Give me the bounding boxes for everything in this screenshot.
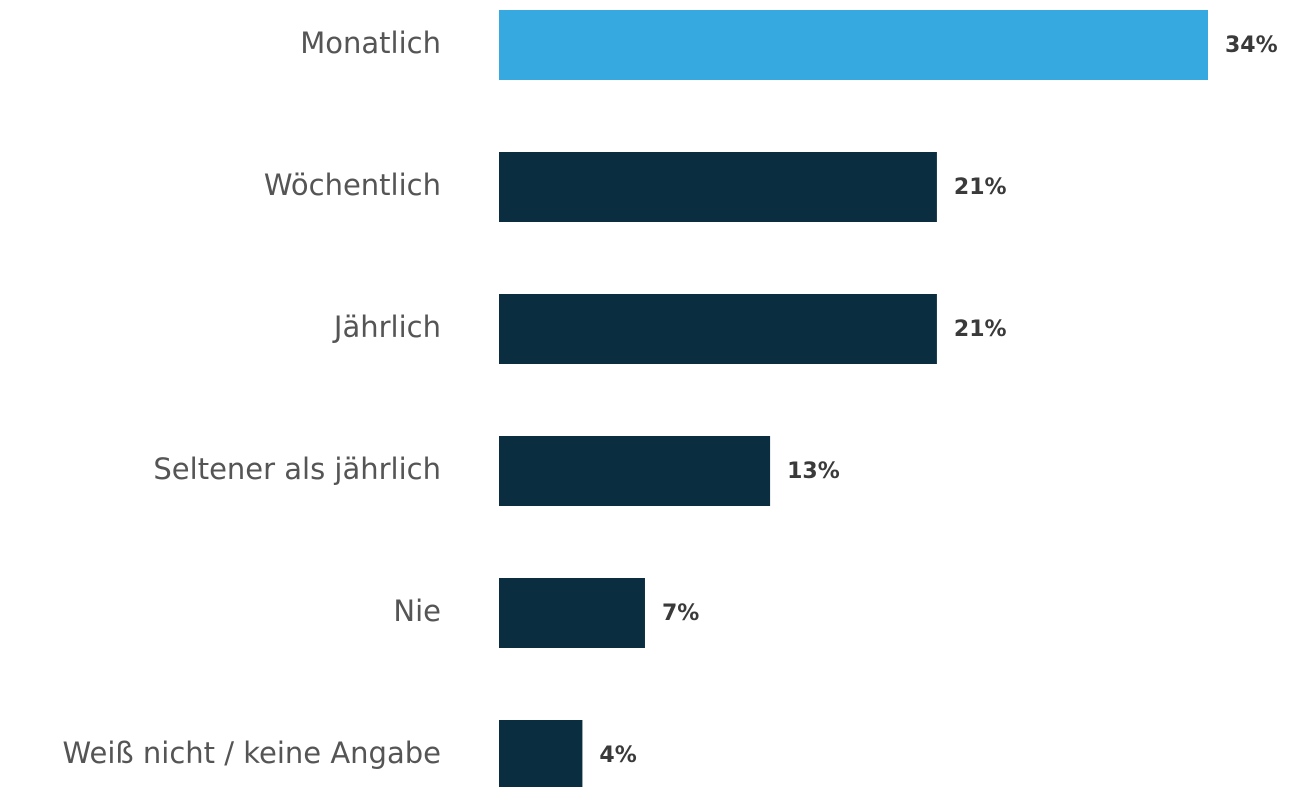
value-label: 13%	[787, 459, 840, 484]
value-label: 4%	[599, 743, 636, 768]
category-label: Wöchentlich	[264, 168, 441, 202]
category-label: Monatlich	[300, 26, 441, 60]
category-label: Jährlich	[332, 310, 441, 344]
category-label: Weiß nicht / keine Angabe	[63, 736, 441, 770]
bar	[499, 720, 583, 787]
category-label: Nie	[393, 594, 441, 628]
value-label: 7%	[662, 601, 699, 626]
bar	[499, 436, 771, 506]
bar	[499, 294, 937, 364]
category-label: Seltener als jährlich	[153, 452, 441, 486]
value-label: 34%	[1225, 33, 1278, 58]
value-label: 21%	[954, 175, 1007, 200]
bar	[499, 578, 645, 648]
value-label: 21%	[954, 317, 1007, 342]
bar	[499, 152, 937, 222]
bar	[499, 10, 1208, 80]
